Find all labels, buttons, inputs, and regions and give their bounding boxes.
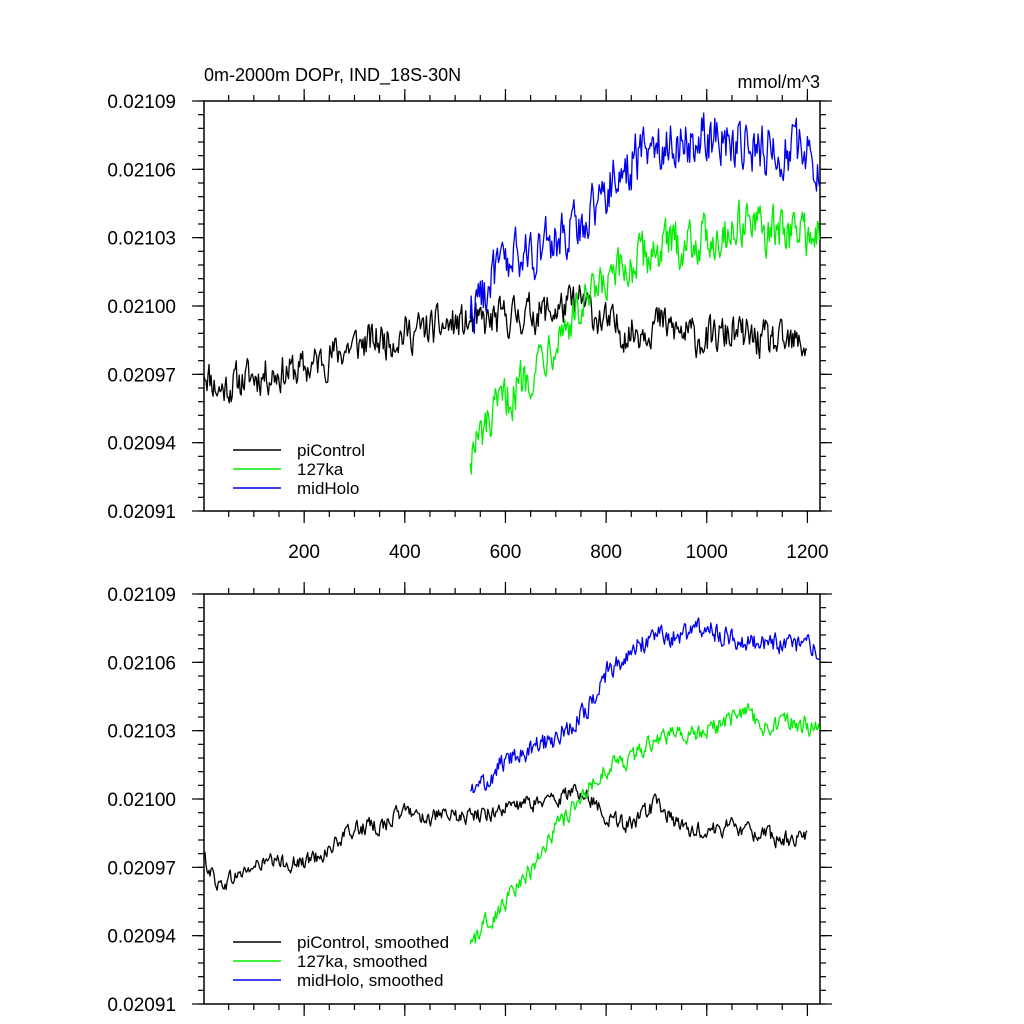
- bottom-ytick-label: 0.02103: [107, 722, 176, 743]
- top-xtick-label: 400: [389, 542, 421, 563]
- bottom-y-tick-labels: 0.02091 0.02094 0.02097 0.02100 0.02103 …: [107, 585, 176, 1016]
- series-line-127ka: [469, 199, 821, 475]
- plot-title: 0m-2000m DOPr, IND_18S-30N: [204, 65, 461, 86]
- top-xtick-label: 600: [490, 542, 522, 563]
- top-axis-ticks: [192, 89, 832, 523]
- top-ytick-label: 0.02100: [107, 297, 176, 318]
- bottom-ytick-label: 0.02106: [107, 653, 176, 674]
- series-line-midholo-smoothed: [470, 617, 820, 794]
- top-xtick-label: 200: [288, 542, 320, 563]
- bottom-ytick-label: 0.02109: [107, 585, 176, 606]
- legend-label-picontrol-smoothed: piControl, smoothed: [297, 933, 449, 952]
- top-x-tick-labels: 200 400 600 800 1000 1200: [288, 542, 828, 563]
- bottom-legend: piControl, smoothed 127ka, smoothed midH…: [233, 933, 449, 990]
- legend-label-midholo-smoothed: midHolo, smoothed: [297, 971, 443, 990]
- top-panel: 0.02091 0.02094 0.02097 0.02100 0.02103 …: [107, 89, 832, 563]
- bottom-panel: 0.02091 0.02094 0.02097 0.02100 0.02103 …: [107, 582, 832, 1016]
- legend-label-picontrol: piControl: [297, 441, 365, 460]
- bottom-ytick-label: 0.02097: [107, 858, 176, 879]
- bottom-ytick-label: 0.02094: [107, 927, 176, 948]
- bottom-ytick-label: 0.02091: [107, 995, 176, 1016]
- legend-label-midholo: midHolo: [297, 479, 359, 498]
- top-xtick-label: 800: [590, 542, 622, 563]
- bottom-ytick-label: 0.02100: [107, 790, 176, 811]
- top-y-tick-labels: 0.02091 0.02094 0.02097 0.02100 0.02103 …: [107, 92, 176, 523]
- top-ytick-label: 0.02103: [107, 229, 176, 250]
- top-xtick-label: 1000: [686, 542, 728, 563]
- legend-label-127ka-smoothed: 127ka, smoothed: [297, 952, 427, 971]
- top-ytick-label: 0.02106: [107, 160, 176, 181]
- series-line-picontrol-smoothed: [203, 783, 808, 891]
- bottom-series-lines: [203, 617, 821, 945]
- top-xtick-label: 1200: [786, 542, 828, 563]
- top-ytick-label: 0.02109: [107, 92, 176, 113]
- series-line-127ka-smoothed: [469, 702, 821, 945]
- top-series-lines: [203, 112, 821, 475]
- top-ytick-label: 0.02091: [107, 502, 176, 523]
- series-line-midholo: [469, 112, 821, 334]
- legend-label-127ka: 127ka: [297, 460, 344, 479]
- top-ytick-label: 0.02094: [107, 434, 176, 455]
- series-line-picontrol: [203, 284, 808, 404]
- units-label: mmol/m^3: [738, 72, 820, 92]
- bottom-axis-ticks: [192, 582, 832, 1016]
- top-legend: piControl 127ka midHolo: [233, 441, 365, 498]
- top-ytick-label: 0.02097: [107, 365, 176, 386]
